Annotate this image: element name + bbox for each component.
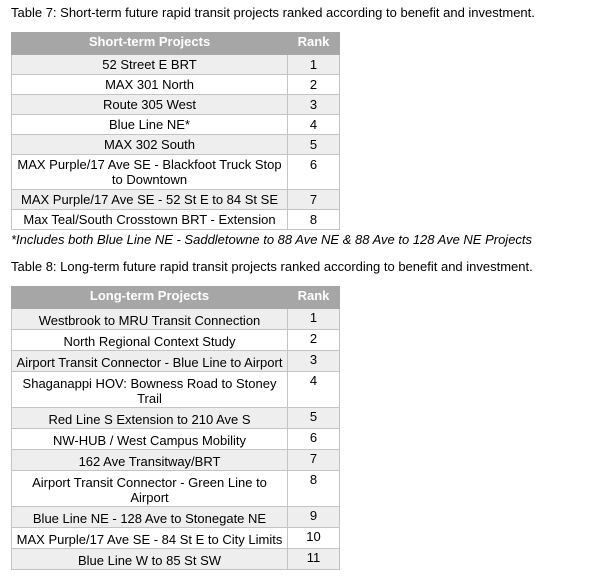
rank-cell: 11 [287,548,340,570]
rank-cell: 10 [287,527,340,549]
table-row: NW-HUB / West Campus Mobility 6 [11,428,340,450]
table7-footnote: *Includes both Blue Line NE - Saddletown… [11,232,533,247]
project-name-cell: Shaganappi HOV: Bowness Road to Stoney T… [11,371,288,408]
table-row: 162 Ave Transitway/BRT 7 [11,449,340,471]
column-header-rank: Rank [287,286,340,309]
table-row: MAX Purple/17 Ave SE - Blackfoot Truck S… [11,154,340,190]
table-row: North Regional Context Study 2 [11,329,340,351]
table-row: Blue Line NE - 128 Ave to Stonegate NE 9 [11,506,340,528]
project-name-cell: Red Line S Extension to 210 Ave S [11,407,288,429]
table-row: Airport Transit Connector - Green Line t… [11,470,340,507]
table-row: MAX 302 South 5 [11,134,340,155]
project-name-cell: MAX Purple/17 Ave SE - Blackfoot Truck S… [11,154,288,190]
table-row: MAX Purple/17 Ave SE - 52 St E to 84 St … [11,189,340,210]
rank-cell: 5 [287,407,340,429]
rank-cell: 8 [287,209,340,230]
table-row: Blue Line W to 85 St SW 11 [11,548,340,570]
rank-cell: 2 [287,74,340,95]
rank-cell: 6 [287,154,340,190]
table-row: Max Teal/South Crosstown BRT - Extension… [11,209,340,230]
rank-cell: 3 [287,350,340,372]
table-row: MAX Purple/17 Ave SE - 84 St E to City L… [11,527,340,549]
project-name-cell: Blue Line W to 85 St SW [11,548,288,570]
rank-cell: 5 [287,134,340,155]
project-name-cell: MAX Purple/17 Ave SE - 52 St E to 84 St … [11,189,288,210]
project-name-cell: Blue Line NE* [11,114,288,135]
column-header-rank: Rank [287,32,340,55]
long-term-projects-table: Long-term Projects Rank Westbrook to MRU… [11,286,340,570]
rank-cell: 1 [287,54,340,75]
short-term-projects-table: Short-term Projects Rank 52 Street E BRT… [11,32,340,230]
project-name-cell: Route 305 West [11,94,288,115]
rank-cell: 8 [287,470,340,507]
rank-cell: 7 [287,449,340,471]
project-name-cell: Westbrook to MRU Transit Connection [11,308,288,330]
rank-cell: 9 [287,506,340,528]
project-name-cell: Max Teal/South Crosstown BRT - Extension [11,209,288,230]
column-header-projects: Short-term Projects [11,32,288,55]
column-header-projects: Long-term Projects [11,286,288,309]
project-name-cell: 162 Ave Transitway/BRT [11,449,288,471]
project-name-cell: MAX Purple/17 Ave SE - 84 St E to City L… [11,527,288,549]
project-name-cell: 52 Street E BRT [11,54,288,75]
rank-cell: 1 [287,308,340,330]
table-row: MAX 301 North 2 [11,74,340,95]
rank-cell: 3 [287,94,340,115]
table-row: Blue Line NE* 4 [11,114,340,135]
table-row: Westbrook to MRU Transit Connection 1 [11,308,340,330]
project-name-cell: MAX 301 North [11,74,288,95]
table-row: 52 Street E BRT 1 [11,54,340,75]
project-name-cell: NW-HUB / West Campus Mobility [11,428,288,450]
table-row: Airport Transit Connector - Blue Line to… [11,350,340,372]
table7-caption: Table 7: Short-term future rapid transit… [11,5,535,20]
table-row: Route 305 West 3 [11,94,340,115]
rank-cell: 4 [287,371,340,408]
table-row: Shaganappi HOV: Bowness Road to Stoney T… [11,371,340,408]
rank-cell: 2 [287,329,340,351]
rank-cell: 7 [287,189,340,210]
project-name-cell: Airport Transit Connector - Blue Line to… [11,350,288,372]
rank-cell: 6 [287,428,340,450]
rank-cell: 4 [287,114,340,135]
project-name-cell: Airport Transit Connector - Green Line t… [11,470,288,507]
project-name-cell: MAX 302 South [11,134,288,155]
table8-caption: Table 8: Long-term future rapid transit … [11,259,533,274]
project-name-cell: Blue Line NE - 128 Ave to Stonegate NE [11,506,288,528]
project-name-cell: North Regional Context Study [11,329,288,351]
